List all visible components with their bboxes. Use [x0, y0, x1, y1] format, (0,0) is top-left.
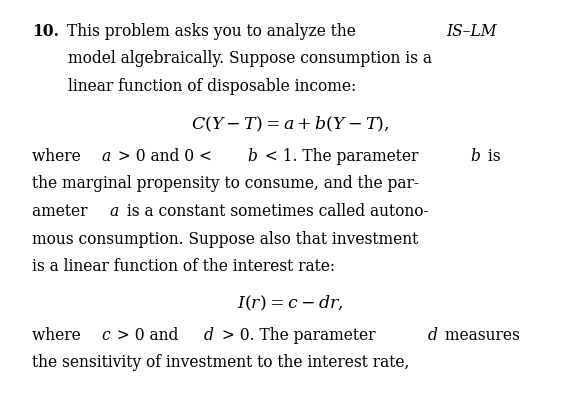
Text: where: where [32, 148, 85, 165]
Text: is a constant sometimes called autono-: is a constant sometimes called autono- [122, 203, 429, 220]
Text: $C(Y - T) = a + b(Y - T),$: $C(Y - T) = a + b(Y - T),$ [191, 115, 389, 134]
Text: mous consumption. Suppose also that investment: mous consumption. Suppose also that inve… [32, 231, 418, 247]
Text: d: d [204, 327, 214, 344]
Text: where: where [32, 327, 85, 344]
Text: d: d [427, 327, 437, 344]
Text: linear function of disposable income:: linear function of disposable income: [68, 78, 357, 95]
Text: ameter: ameter [32, 203, 92, 220]
Text: > 0. The parameter: > 0. The parameter [217, 327, 380, 344]
Text: IS–LM: IS–LM [446, 23, 496, 39]
Text: b: b [247, 148, 257, 165]
Text: the marginal propensity to consume, and the par-: the marginal propensity to consume, and … [32, 175, 419, 192]
Text: > 0 and: > 0 and [112, 327, 183, 344]
Text: a: a [110, 203, 119, 220]
Text: < 1. The parameter: < 1. The parameter [260, 148, 423, 165]
Text: a: a [101, 148, 110, 165]
Text: is: is [483, 148, 501, 165]
Text: model algebraically. Suppose consumption is a: model algebraically. Suppose consumption… [68, 50, 433, 67]
Text: b: b [470, 148, 480, 165]
Text: > 0 and 0 <: > 0 and 0 < [113, 148, 217, 165]
Text: measures: measures [440, 327, 520, 344]
Text: This problem asks you to analyze the: This problem asks you to analyze the [67, 23, 361, 39]
Text: 10.: 10. [32, 23, 59, 39]
Text: the sensitivity of investment to the interest rate,: the sensitivity of investment to the int… [32, 354, 409, 371]
Text: is a linear function of the interest rate:: is a linear function of the interest rat… [32, 258, 335, 275]
Text: $I(r) = c - dr,$: $I(r) = c - dr,$ [237, 294, 343, 313]
Text: c: c [101, 327, 110, 344]
